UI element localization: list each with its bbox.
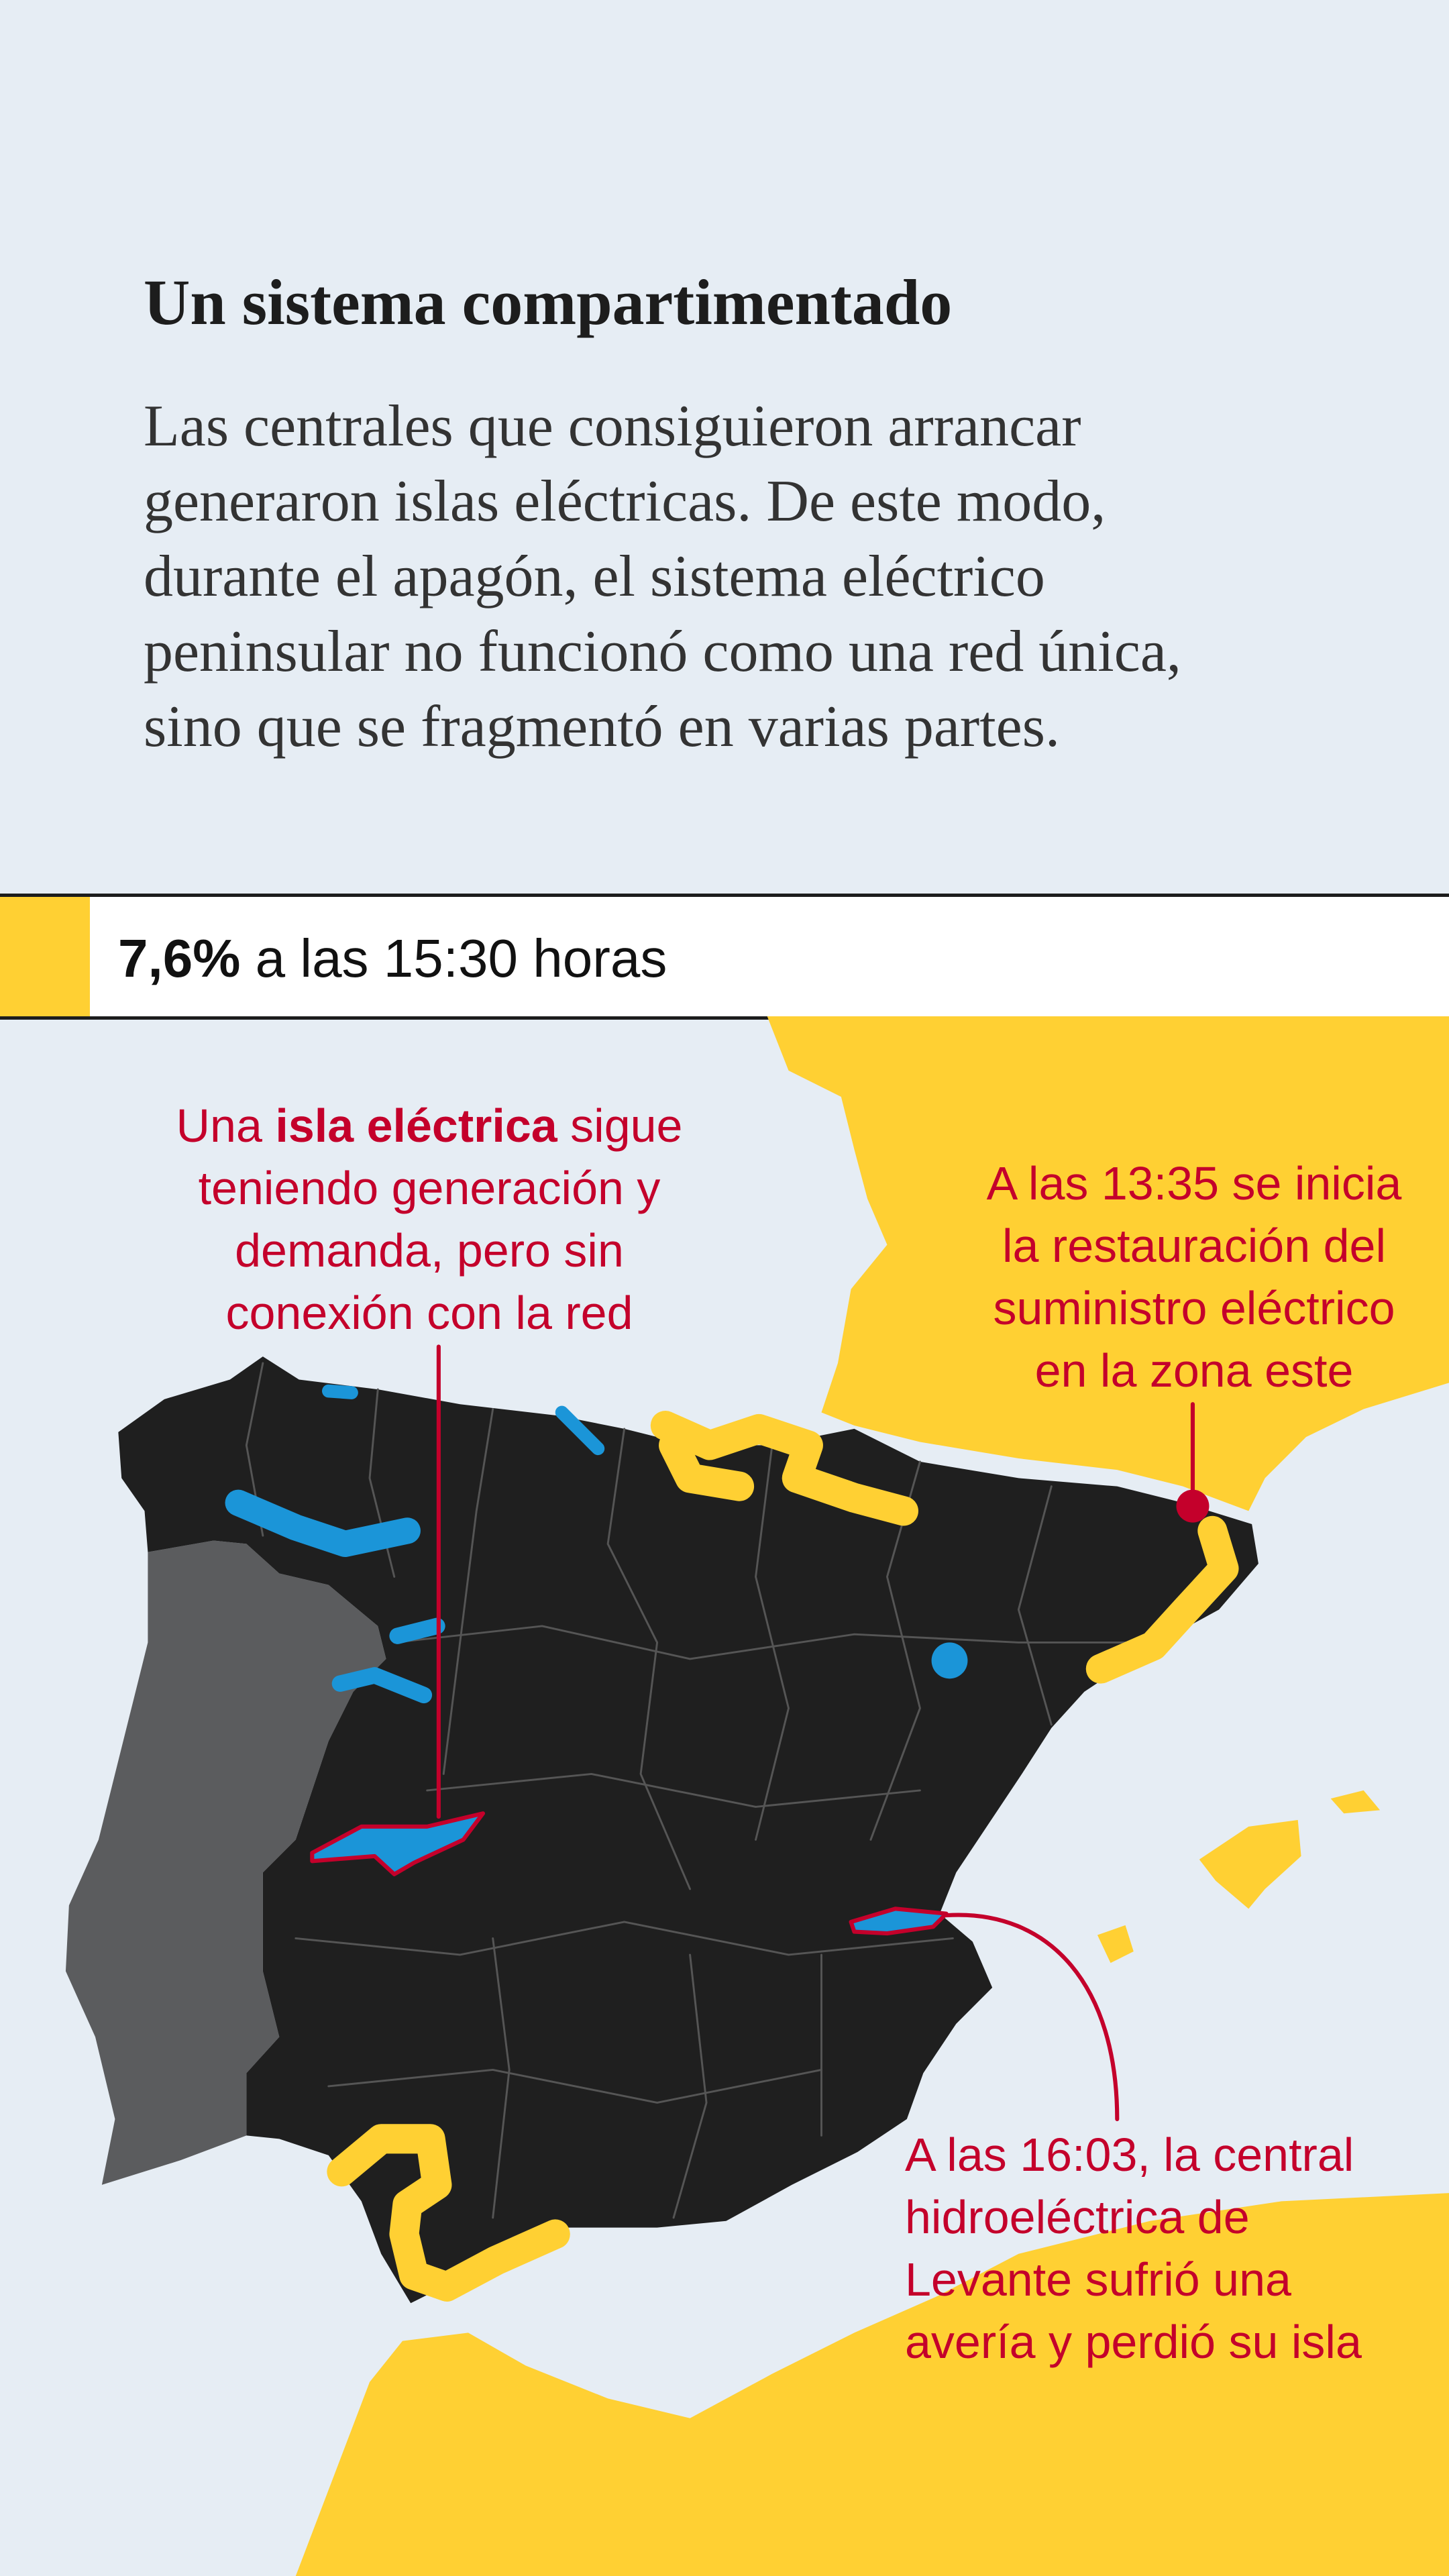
page-title: Un sistema compartimentado bbox=[144, 266, 953, 338]
levante-leader-line bbox=[944, 1913, 1120, 2121]
intro-line: peninsular no funcionó como una red únic… bbox=[144, 619, 1181, 684]
africa-powered-area bbox=[295, 2193, 1449, 2576]
andalusia-corridor bbox=[327, 2124, 570, 2302]
label-line: la restauración del bbox=[1002, 1220, 1386, 1272]
aragon-island bbox=[931, 1642, 968, 1679]
intro-line: generaron islas eléctricas. De este modo… bbox=[144, 469, 1106, 534]
status-text: 7,6% a las 15:30 horas bbox=[118, 928, 667, 989]
label-text: sigue bbox=[557, 1099, 683, 1152]
label-line: suministro eléctrico bbox=[993, 1282, 1395, 1334]
electric-islands bbox=[225, 1384, 968, 1704]
intro-line: Las centrales que consiguieron arrancar bbox=[144, 394, 1081, 459]
powered-corridors bbox=[327, 1410, 1239, 2302]
status-time: a las 15:30 horas bbox=[240, 928, 667, 988]
france-powered-area bbox=[767, 1016, 1449, 1511]
label-bold-term: isla eléctrica bbox=[275, 1099, 557, 1152]
band-accent bbox=[0, 897, 90, 1016]
catalonia-corridor bbox=[1085, 1515, 1239, 1684]
balearic-ibiza bbox=[1097, 1925, 1134, 1964]
spain bbox=[118, 1356, 1258, 2304]
balearic-menorca bbox=[1330, 1790, 1381, 1814]
label-line: A las 16:03, la central bbox=[905, 2129, 1354, 2181]
intro-line: sino que se fragmentó en varias partes. bbox=[144, 694, 1060, 759]
annotation-leaders bbox=[436, 1344, 1195, 2121]
basque-corridor bbox=[650, 1410, 918, 1526]
label-line: Una isla eléctrica sigue bbox=[127, 1095, 731, 1157]
levante-island bbox=[849, 1907, 949, 1936]
label-line: Levante sufrió una bbox=[905, 2253, 1291, 2306]
status-band: 7,6% a las 15:30 horas bbox=[0, 894, 1449, 1020]
levante-failure-label: A las 16:03, la central hidroeléctrica d… bbox=[905, 2124, 1442, 2373]
island-definition-label: Una isla eléctrica sigue teniendo genera… bbox=[127, 1095, 731, 1344]
label-line: A las 13:35 se inicia bbox=[986, 1157, 1402, 1210]
label-line: avería y perdió su isla bbox=[905, 2316, 1362, 2368]
iberia-map bbox=[65, 1016, 1449, 2576]
east-restoration-label: A las 13:35 se inicia la restauración de… bbox=[926, 1152, 1449, 1402]
status-percent: 7,6% bbox=[118, 928, 241, 988]
label-line: conexión con la red bbox=[225, 1287, 633, 1339]
label-line: teniendo generación y bbox=[198, 1162, 661, 1214]
label-line: demanda, pero sin bbox=[235, 1224, 624, 1277]
label-line: en la zona este bbox=[1034, 1344, 1354, 1397]
label-line: hidroeléctrica de bbox=[905, 2191, 1250, 2243]
portugal bbox=[65, 1540, 386, 2185]
province-borders bbox=[245, 1362, 1151, 2219]
label-text: Una bbox=[176, 1099, 276, 1152]
extremadura-island bbox=[310, 1811, 486, 1876]
balearic-mallorca bbox=[1199, 1820, 1301, 1909]
intro-line: durante el apagón, el sistema eléctrico bbox=[144, 544, 1045, 609]
intro-text: Las centrales que consiguieron arrancar … bbox=[144, 389, 1418, 765]
restoration-point-marker bbox=[1176, 1489, 1210, 1523]
